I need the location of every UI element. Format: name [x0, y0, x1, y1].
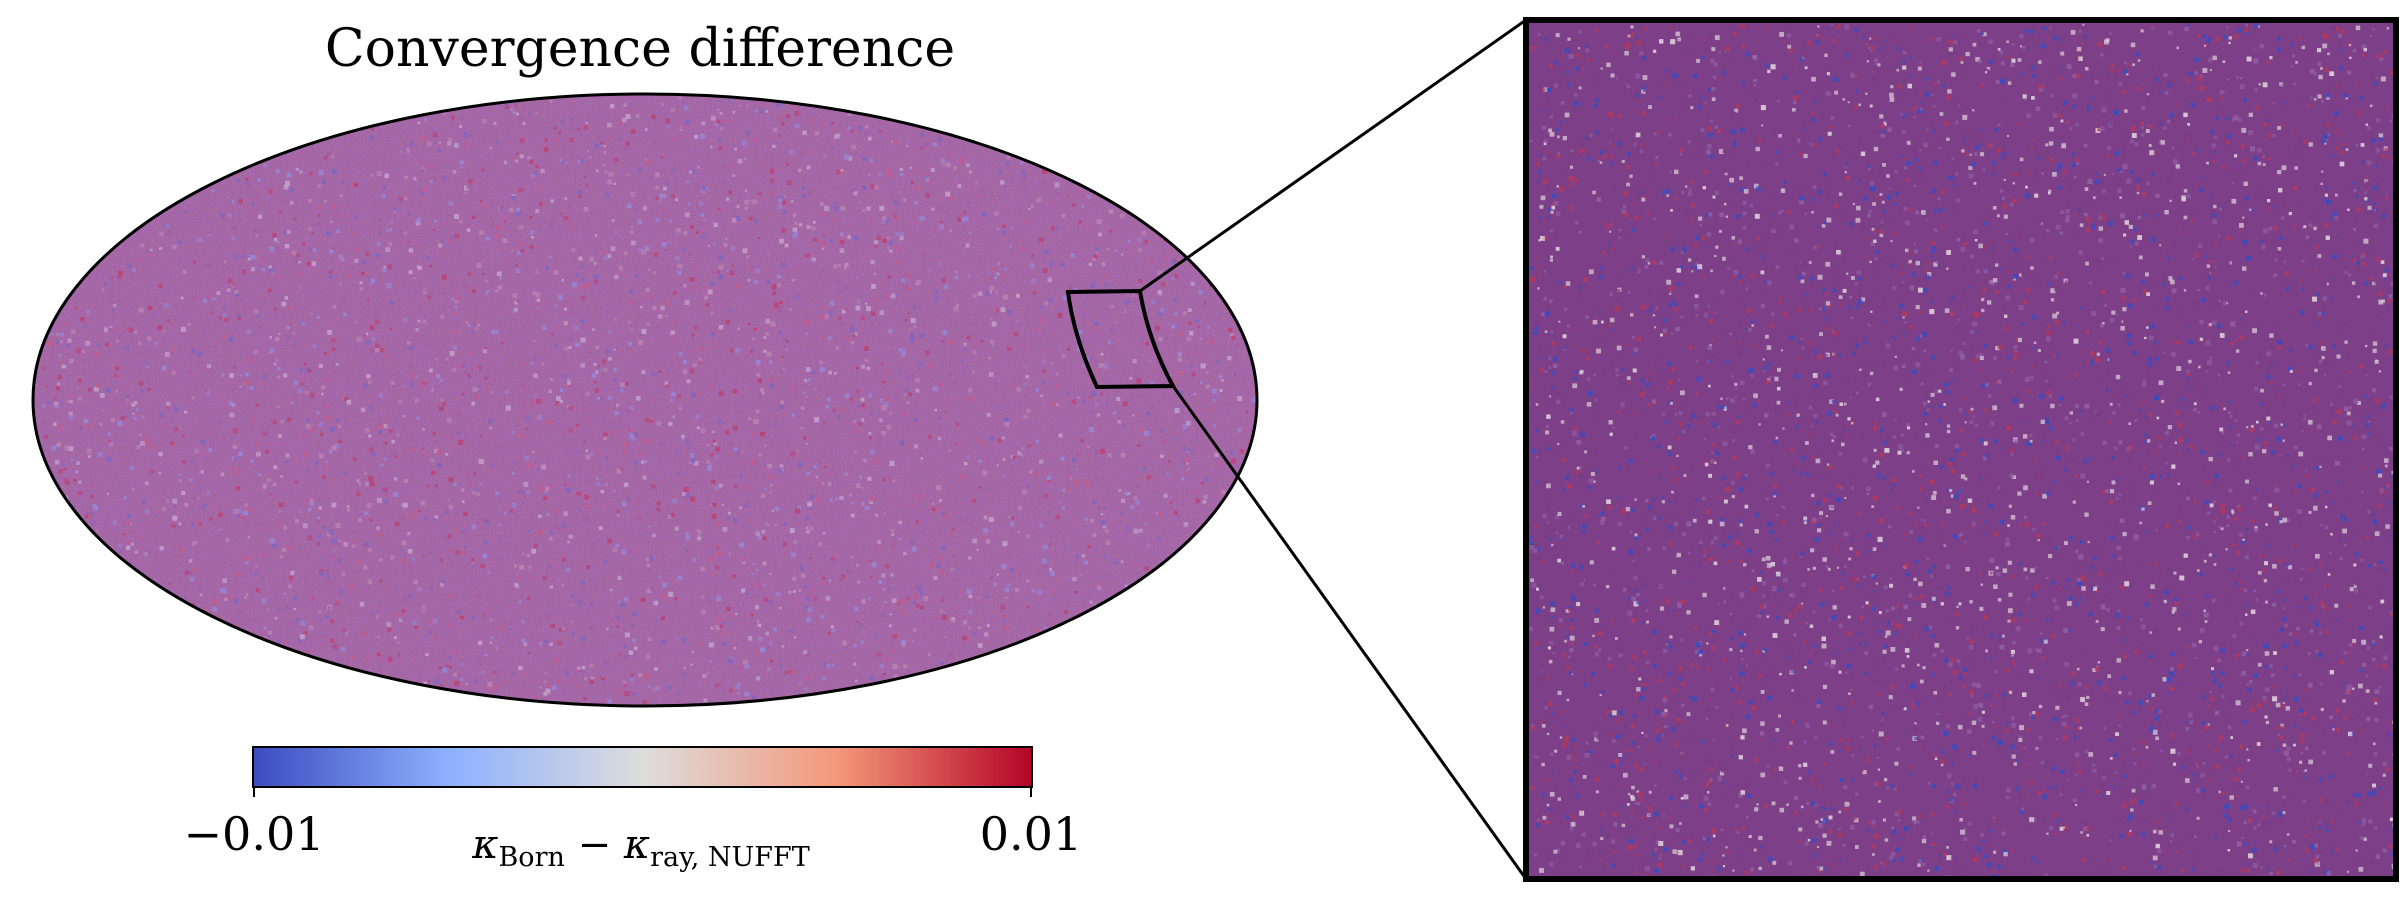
- kappa-born: κ: [471, 822, 498, 868]
- zoom-panel-border: [1523, 17, 2399, 882]
- sub-born: Born: [498, 842, 564, 873]
- zoom-connector-top: [1139, 18, 1527, 293]
- zoom-panel: [1523, 17, 2399, 882]
- kappa-ray: κ: [623, 822, 650, 868]
- colorbar-gradient: [252, 746, 1033, 788]
- zoom-connector-bottom: [1171, 385, 1528, 880]
- colorbar-min-label: −0.01: [184, 807, 325, 861]
- sky-map: [31, 92, 1259, 708]
- map-outline: [31, 92, 1259, 708]
- colorbar-axis-label: κBorn − κray, NUFFT: [471, 822, 810, 873]
- map-title: Convergence difference: [325, 19, 955, 79]
- colorbar-max-label: 0.01: [980, 807, 1082, 861]
- colorbar: −0.01 0.01 κBorn − κray, NUFFT: [184, 746, 1082, 873]
- sub-ray: ray, NUFFT: [650, 842, 810, 873]
- minus-sign: −: [565, 822, 624, 868]
